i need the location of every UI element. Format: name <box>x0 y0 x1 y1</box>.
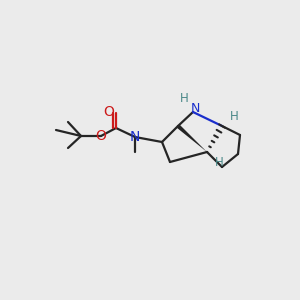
Polygon shape <box>177 124 207 152</box>
Text: H: H <box>230 110 238 122</box>
Text: H: H <box>180 92 188 106</box>
Text: O: O <box>103 105 114 119</box>
Text: N: N <box>190 101 200 115</box>
Text: O: O <box>96 129 106 143</box>
Text: H: H <box>214 157 224 169</box>
Text: N: N <box>130 130 140 144</box>
